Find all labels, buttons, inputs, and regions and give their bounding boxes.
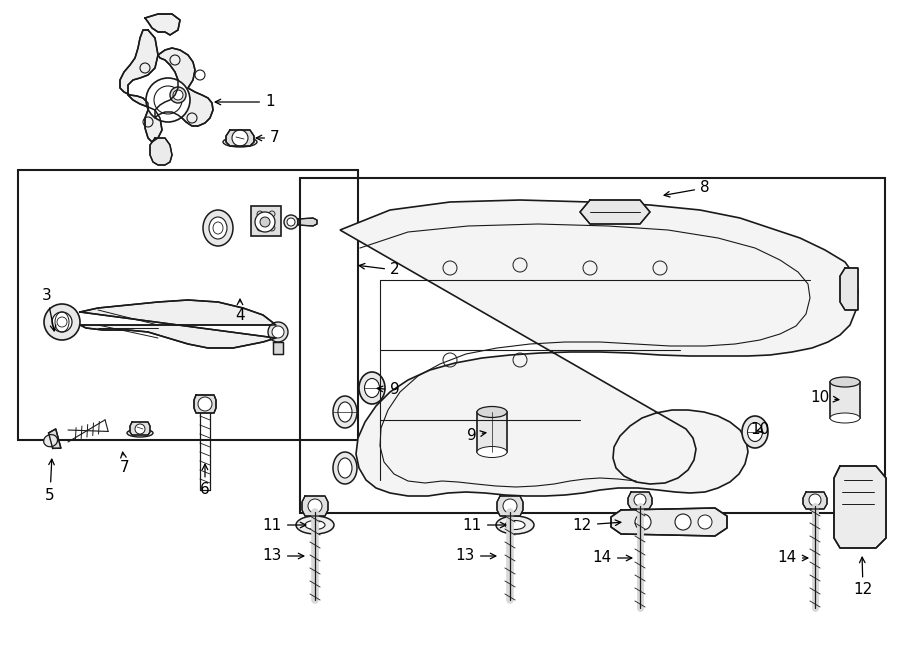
Polygon shape	[145, 14, 180, 35]
Text: 12: 12	[572, 518, 621, 533]
Circle shape	[146, 78, 190, 122]
Polygon shape	[150, 138, 172, 165]
Polygon shape	[803, 492, 827, 509]
Ellipse shape	[284, 215, 298, 229]
Text: 13: 13	[263, 549, 304, 563]
Circle shape	[260, 217, 270, 227]
Text: 5: 5	[45, 459, 55, 502]
Ellipse shape	[830, 377, 860, 387]
Ellipse shape	[477, 446, 507, 457]
Circle shape	[255, 212, 275, 232]
Circle shape	[173, 90, 183, 100]
Ellipse shape	[44, 434, 58, 447]
Polygon shape	[580, 200, 650, 224]
Polygon shape	[130, 422, 150, 435]
Text: 10: 10	[810, 391, 839, 405]
Text: 8: 8	[664, 180, 709, 197]
Text: 14: 14	[593, 551, 632, 566]
Circle shape	[675, 514, 691, 530]
Polygon shape	[840, 268, 858, 310]
Text: 9: 9	[467, 428, 486, 442]
Polygon shape	[302, 496, 328, 516]
Circle shape	[503, 499, 517, 513]
Text: 9: 9	[377, 383, 400, 397]
Ellipse shape	[305, 520, 325, 529]
Ellipse shape	[364, 379, 380, 397]
Polygon shape	[497, 496, 523, 516]
Ellipse shape	[477, 407, 507, 418]
Bar	[18, 170, 358, 440]
Circle shape	[635, 514, 651, 530]
Ellipse shape	[359, 372, 385, 404]
Ellipse shape	[748, 422, 762, 442]
Text: 7: 7	[121, 452, 130, 475]
Ellipse shape	[333, 452, 357, 484]
Polygon shape	[340, 200, 858, 496]
Polygon shape	[49, 429, 61, 448]
Ellipse shape	[203, 210, 233, 246]
Text: 13: 13	[455, 549, 496, 563]
Ellipse shape	[209, 217, 227, 239]
Text: 2: 2	[359, 262, 400, 278]
Polygon shape	[120, 30, 162, 142]
Bar	[300, 178, 885, 513]
Circle shape	[198, 397, 212, 411]
Polygon shape	[834, 466, 886, 548]
Circle shape	[308, 499, 322, 513]
Circle shape	[634, 494, 646, 506]
Bar	[477, 412, 507, 452]
Polygon shape	[611, 508, 727, 536]
Text: 12: 12	[853, 557, 873, 598]
Text: 10: 10	[751, 422, 770, 438]
Text: 14: 14	[778, 551, 808, 566]
Polygon shape	[226, 130, 254, 146]
Ellipse shape	[223, 137, 257, 147]
Polygon shape	[155, 48, 213, 126]
Text: 1: 1	[215, 95, 274, 110]
Ellipse shape	[496, 516, 534, 534]
Circle shape	[170, 87, 186, 103]
Ellipse shape	[338, 402, 352, 422]
Polygon shape	[628, 492, 652, 509]
Polygon shape	[273, 342, 283, 354]
Circle shape	[44, 304, 80, 340]
Ellipse shape	[333, 396, 357, 428]
Circle shape	[135, 424, 145, 434]
Bar	[830, 382, 860, 418]
Text: 11: 11	[263, 518, 306, 533]
Ellipse shape	[742, 416, 768, 448]
Polygon shape	[80, 300, 276, 348]
Polygon shape	[298, 218, 317, 226]
Circle shape	[809, 494, 821, 506]
Circle shape	[272, 326, 284, 338]
Bar	[251, 206, 281, 236]
Circle shape	[268, 322, 288, 342]
Text: 3: 3	[42, 288, 56, 331]
Ellipse shape	[830, 413, 860, 423]
Text: 11: 11	[463, 518, 506, 533]
Circle shape	[232, 130, 248, 146]
Ellipse shape	[338, 458, 352, 478]
Ellipse shape	[287, 218, 295, 226]
Ellipse shape	[505, 520, 525, 529]
Circle shape	[698, 515, 712, 529]
Text: 6: 6	[200, 464, 210, 498]
Text: 7: 7	[256, 130, 280, 145]
Polygon shape	[194, 395, 216, 413]
Ellipse shape	[296, 516, 334, 534]
Circle shape	[52, 312, 72, 332]
Text: 4: 4	[235, 299, 245, 323]
Ellipse shape	[127, 429, 153, 437]
